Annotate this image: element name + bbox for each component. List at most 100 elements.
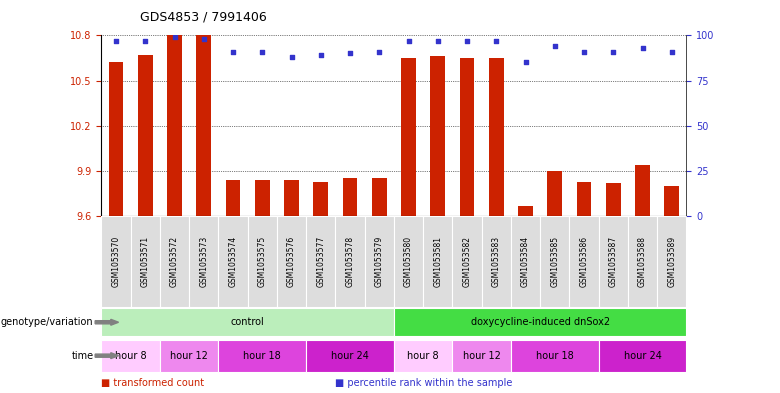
Text: GSM1053587: GSM1053587 [608, 236, 618, 287]
Point [256, 48, 268, 55]
Text: GSM1053578: GSM1053578 [346, 236, 355, 287]
Bar [108, 62, 123, 216]
Text: GSM1053574: GSM1053574 [229, 236, 238, 287]
Bar [599, 340, 686, 372]
Bar [225, 180, 240, 216]
Bar [138, 55, 153, 216]
Bar [518, 206, 533, 216]
Bar [431, 57, 445, 216]
Bar [218, 340, 306, 372]
Bar [306, 216, 335, 307]
Bar [459, 58, 474, 216]
Bar [364, 216, 394, 307]
Bar [342, 178, 357, 216]
Bar [372, 178, 387, 216]
Text: hour 24: hour 24 [623, 351, 661, 361]
Bar [314, 182, 328, 216]
Bar [423, 216, 452, 307]
Bar [548, 171, 562, 216]
Text: ■ percentile rank within the sample: ■ percentile rank within the sample [335, 378, 512, 388]
Bar [628, 216, 657, 307]
Bar [576, 182, 591, 216]
Bar [401, 58, 416, 216]
Text: GSM1053570: GSM1053570 [112, 236, 121, 287]
Point [168, 34, 181, 40]
Text: GSM1053573: GSM1053573 [199, 236, 208, 287]
Bar [160, 216, 189, 307]
Bar [167, 35, 182, 216]
Bar [101, 216, 131, 307]
Text: hour 8: hour 8 [115, 351, 147, 361]
Text: GSM1053583: GSM1053583 [491, 236, 501, 287]
Bar [101, 340, 160, 372]
Bar [452, 216, 481, 307]
Point [344, 50, 356, 57]
Point [139, 38, 151, 44]
Point [197, 36, 210, 42]
Bar [569, 216, 599, 307]
Point [490, 38, 502, 44]
Text: GSM1053585: GSM1053585 [550, 236, 559, 287]
Bar [511, 216, 540, 307]
Bar [657, 216, 686, 307]
Bar [511, 340, 599, 372]
Bar [218, 216, 248, 307]
Bar [160, 340, 218, 372]
Bar [277, 216, 306, 307]
Point [665, 48, 678, 55]
Bar [197, 35, 211, 216]
Point [461, 38, 473, 44]
Bar [394, 216, 423, 307]
Text: hour 24: hour 24 [331, 351, 369, 361]
Point [110, 38, 122, 44]
Text: hour 12: hour 12 [463, 351, 501, 361]
Text: hour 12: hour 12 [170, 351, 208, 361]
Bar [335, 216, 364, 307]
Point [548, 43, 561, 50]
Bar [394, 340, 452, 372]
Point [285, 54, 298, 60]
Point [636, 45, 649, 51]
Text: GSM1053571: GSM1053571 [140, 236, 150, 287]
Point [373, 48, 385, 55]
Bar [131, 216, 160, 307]
Text: time: time [72, 351, 94, 361]
Text: GSM1053576: GSM1053576 [287, 236, 296, 287]
Text: GDS4853 / 7991406: GDS4853 / 7991406 [140, 11, 267, 24]
Bar [540, 216, 569, 307]
Text: doxycycline-induced dnSox2: doxycycline-induced dnSox2 [470, 317, 610, 327]
Bar [452, 340, 511, 372]
Bar [306, 340, 394, 372]
Bar [189, 216, 218, 307]
Text: GSM1053588: GSM1053588 [638, 236, 647, 287]
Bar [599, 216, 628, 307]
Text: GSM1053586: GSM1053586 [580, 236, 589, 287]
Bar [284, 180, 299, 216]
Text: GSM1053584: GSM1053584 [521, 236, 530, 287]
Point [314, 52, 327, 59]
Bar [665, 186, 679, 216]
Text: GSM1053580: GSM1053580 [404, 236, 413, 287]
Point [519, 59, 532, 66]
Bar [101, 308, 394, 336]
Point [607, 48, 619, 55]
Text: GSM1053579: GSM1053579 [374, 236, 384, 287]
Bar [489, 58, 504, 216]
Bar [635, 165, 650, 216]
Text: ■ transformed count: ■ transformed count [101, 378, 204, 388]
Text: control: control [231, 317, 264, 327]
Bar [248, 216, 277, 307]
Bar [606, 183, 621, 216]
Text: hour 8: hour 8 [407, 351, 439, 361]
Text: hour 18: hour 18 [536, 351, 573, 361]
Text: GSM1053589: GSM1053589 [667, 236, 676, 287]
Text: hour 18: hour 18 [243, 351, 281, 361]
Text: GSM1053581: GSM1053581 [433, 236, 442, 287]
Bar [394, 308, 686, 336]
Text: GSM1053577: GSM1053577 [316, 236, 325, 287]
Point [431, 38, 444, 44]
Bar [255, 180, 270, 216]
Text: GSM1053572: GSM1053572 [170, 236, 179, 287]
Text: GSM1053582: GSM1053582 [463, 236, 472, 287]
Point [578, 48, 590, 55]
